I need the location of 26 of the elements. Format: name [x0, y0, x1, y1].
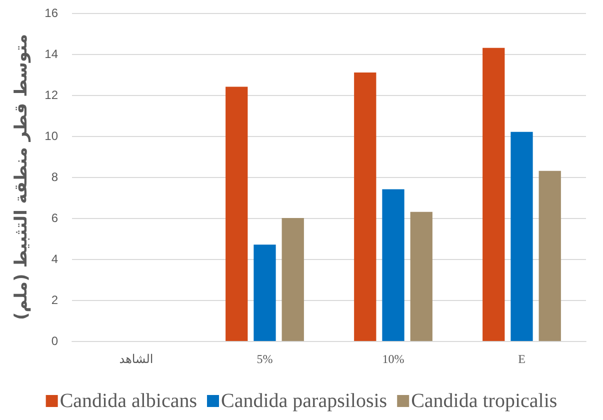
bar — [254, 244, 276, 341]
legend-label: Candida tropicalis — [411, 390, 558, 412]
bar — [482, 48, 505, 341]
y-tick-label: 14 — [44, 47, 58, 61]
bar — [382, 189, 404, 341]
y-tick-label: 10 — [44, 129, 58, 143]
bar — [282, 218, 304, 341]
y-tick-label: 2 — [51, 293, 58, 307]
bar — [510, 132, 533, 341]
y-tick-label: 0 — [51, 334, 58, 348]
y-tick-label: 4 — [51, 252, 58, 266]
legend-label: Candida albicans — [60, 390, 198, 412]
x-tick-label: الشاهد — [119, 352, 154, 366]
x-tick-label: 10% — [382, 352, 404, 366]
bar — [354, 72, 376, 341]
bar — [410, 212, 432, 341]
x-tick-label: 5% — [256, 352, 273, 366]
y-axis-title: متوسط قطر منطقة التثبيط (ملم) — [12, 34, 32, 320]
y-tick-label: 12 — [44, 88, 58, 102]
y-tick-label: 8 — [51, 170, 58, 184]
x-tick-label: E — [518, 352, 526, 366]
bar — [226, 86, 248, 341]
y-tick-label: 6 — [51, 211, 58, 225]
y-tick-label: 16 — [44, 6, 58, 20]
legend-label: Candida parapsilosis — [221, 390, 388, 412]
bar — [538, 170, 561, 341]
